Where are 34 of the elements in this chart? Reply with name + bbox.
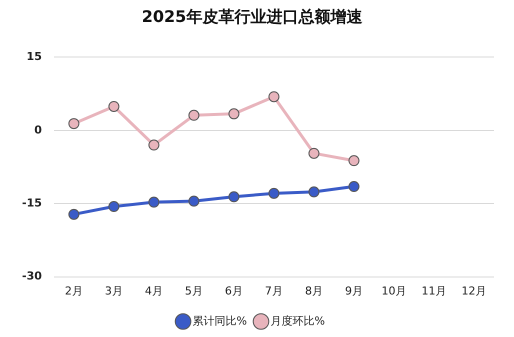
x-tick-label: 6月: [224, 284, 243, 298]
point: [228, 108, 240, 120]
legend-label: 月度环比%: [270, 314, 325, 328]
y-tick-label: -30: [22, 270, 42, 283]
point: [188, 110, 200, 121]
point: [68, 208, 80, 220]
point: [268, 188, 280, 199]
x-tick-label: 2月: [64, 284, 83, 298]
point: [308, 186, 320, 198]
point: [108, 201, 120, 212]
point: [268, 91, 280, 102]
point: [108, 100, 120, 112]
point: [228, 191, 240, 202]
x-tick-label: 7月: [264, 284, 283, 298]
x-tick-label: 4月: [144, 284, 163, 298]
point: [348, 181, 360, 192]
y-tick-label: 15: [26, 50, 42, 64]
point: [348, 155, 360, 166]
y-tick-label: 0: [34, 123, 42, 136]
point: [68, 118, 80, 130]
legend-label: 累计同比%: [192, 314, 247, 328]
x-tick-label: 3月: [104, 284, 123, 298]
x-tick-label: 10月: [381, 284, 406, 298]
point: [148, 196, 160, 208]
chart-title: 2025年皮革行业进口总额增速: [142, 6, 364, 26]
point: [148, 140, 160, 151]
y-tick-label: -15: [22, 196, 42, 210]
point: [188, 196, 200, 207]
x-tick-label: 12月: [461, 284, 486, 298]
point: [308, 148, 320, 159]
x-tick-label: 8月: [304, 284, 323, 298]
x-tick-label: 9月: [344, 284, 363, 298]
x-tick-label: 11月: [421, 284, 446, 298]
x-tick-label: 5月: [184, 284, 203, 298]
